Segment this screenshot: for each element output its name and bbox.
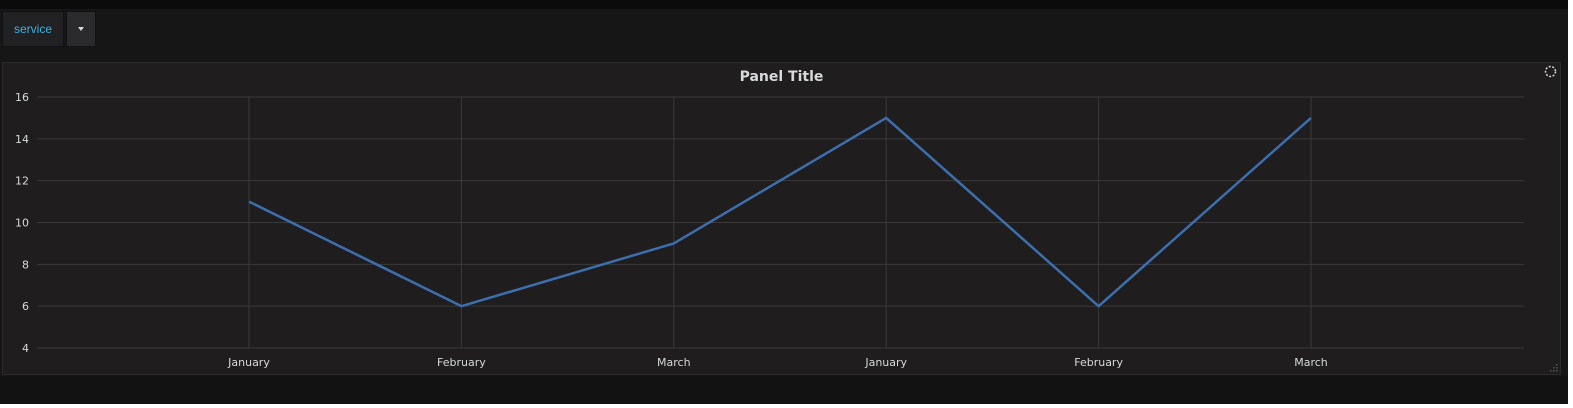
y-tick-label: 8: [22, 258, 29, 271]
x-tick-label: February: [1074, 356, 1123, 369]
y-tick-label: 12: [15, 175, 29, 188]
x-tick-label: February: [437, 356, 486, 369]
y-tick-label: 14: [15, 133, 29, 146]
y-tick-label: 16: [15, 91, 29, 104]
y-tick-label: 4: [22, 342, 29, 355]
resize-handle-icon[interactable]: [1550, 364, 1558, 372]
x-tick-label: March: [1294, 356, 1328, 369]
bottom-bar: [0, 376, 1568, 404]
caret-down-icon: [78, 27, 85, 31]
variable-label-service[interactable]: service: [2, 11, 65, 47]
y-tick-label: 6: [22, 300, 29, 313]
variable-dropdown-button[interactable]: [66, 11, 97, 47]
graph-panel: Panel Title 4 6 8 10 12 14 16 January February Ma…: [2, 62, 1561, 375]
top-navbar: [0, 0, 1568, 9]
line-chart: 4 6 8 10 12 14 16 January February March January Fe…: [15, 91, 1524, 369]
x-tick-label: January: [227, 356, 270, 369]
series-line: [248, 116, 1312, 308]
x-tick-label: March: [657, 356, 691, 369]
y-tick-label: 10: [15, 217, 29, 230]
panel-title[interactable]: Panel Title: [739, 69, 824, 85]
loading-spinner-icon: [1544, 65, 1557, 78]
x-tick-label: January: [864, 356, 907, 369]
template-variable-row: service: [2, 11, 97, 47]
